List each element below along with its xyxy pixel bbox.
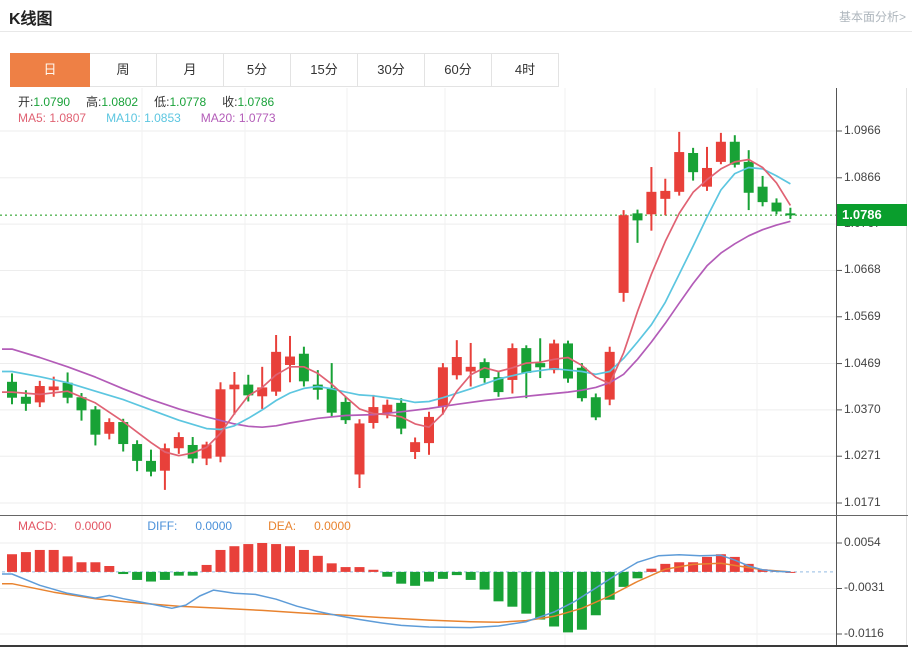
y-axis-label: 1.0668 bbox=[844, 262, 881, 277]
y-axis-label: -0.0116 bbox=[844, 625, 884, 640]
y-axis-label: 1.0370 bbox=[844, 401, 881, 416]
axis-line bbox=[836, 88, 837, 647]
ma10-line bbox=[2, 166, 791, 431]
tab-5min[interactable]: 5分 bbox=[224, 53, 291, 87]
macd-readout: MACD: 0.0000 DIFF: 0.0000 DEA: 0.0000 bbox=[18, 519, 387, 533]
macd-chart[interactable] bbox=[0, 515, 912, 648]
y-axis-label: 1.0271 bbox=[844, 448, 881, 463]
tab-4hr[interactable]: 4时 bbox=[492, 53, 559, 87]
diff-value: DIFF: 0.0000 bbox=[147, 519, 233, 533]
timeframe-tabs: 日周月 5分 15分 30分 60分 4时 bbox=[10, 53, 559, 87]
y-axis-label: 1.0966 bbox=[844, 123, 881, 137]
current-price-tag: 1.0786 bbox=[837, 204, 907, 227]
open-label: 开: bbox=[18, 95, 34, 109]
tab-day[interactable]: 日 bbox=[10, 53, 90, 87]
chart-bottom-border bbox=[0, 645, 908, 647]
open-value: 1.0790 bbox=[33, 95, 71, 109]
page-title: K线图 bbox=[9, 11, 53, 28]
panel-divider bbox=[0, 515, 908, 516]
fundamental-analysis-link[interactable]: 基本面分析> bbox=[838, 10, 906, 24]
y-axis-label: 1.0569 bbox=[844, 308, 881, 323]
tab-week[interactable]: 周 bbox=[90, 53, 157, 87]
ma20-line bbox=[2, 220, 791, 429]
header-divider bbox=[0, 31, 912, 32]
close-value: 1.0786 bbox=[237, 95, 275, 109]
ma5-line bbox=[2, 158, 792, 457]
ohlc-readout: 开:1.0790 高:1.0802 低:1.0778 收:1.0786 bbox=[18, 93, 290, 110]
tab-month[interactable]: 月 bbox=[157, 53, 224, 87]
macd-value: MACD: 0.0000 bbox=[18, 519, 112, 533]
low-value: 1.0778 bbox=[169, 95, 207, 109]
ma-readout: MA5: 1.0807 MA10: 1.0853 MA20: 1.0773 bbox=[18, 111, 276, 125]
low-label: 低: bbox=[154, 95, 170, 109]
tab-15min[interactable]: 15分 bbox=[291, 53, 358, 87]
tab-60min[interactable]: 60分 bbox=[425, 53, 492, 87]
ma20-readout: MA20: 1.0773 bbox=[200, 111, 276, 125]
high-value: 1.0802 bbox=[101, 95, 139, 109]
tab-30min[interactable]: 30分 bbox=[358, 53, 425, 87]
ma5-readout: MA5: 1.0807 bbox=[18, 111, 87, 125]
candlestick-chart[interactable] bbox=[0, 88, 912, 515]
candles-layer bbox=[7, 131, 796, 490]
y-axis-label: 0.0054 bbox=[844, 534, 881, 549]
right-border bbox=[906, 88, 907, 646]
y-axis-label: 1.0171 bbox=[844, 494, 881, 509]
high-label: 高: bbox=[86, 95, 102, 109]
close-label: 收: bbox=[222, 95, 238, 109]
ma10-readout: MA10: 1.0853 bbox=[106, 111, 181, 125]
y-axis-label: 1.0866 bbox=[844, 169, 881, 184]
y-axis-label: 1.0469 bbox=[844, 355, 881, 370]
y-axis-label: -0.0031 bbox=[844, 580, 885, 595]
diff-line bbox=[2, 554, 791, 629]
dea-line bbox=[2, 562, 791, 623]
dea-value: DEA: 0.0000 bbox=[268, 519, 351, 533]
